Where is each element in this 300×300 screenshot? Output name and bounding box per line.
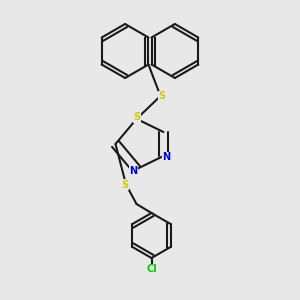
- Text: S: S: [133, 112, 140, 122]
- Text: S: S: [121, 179, 128, 190]
- Text: Cl: Cl: [146, 264, 157, 274]
- Text: N: N: [163, 152, 171, 163]
- Text: S: S: [158, 91, 166, 101]
- Text: N: N: [130, 166, 138, 176]
